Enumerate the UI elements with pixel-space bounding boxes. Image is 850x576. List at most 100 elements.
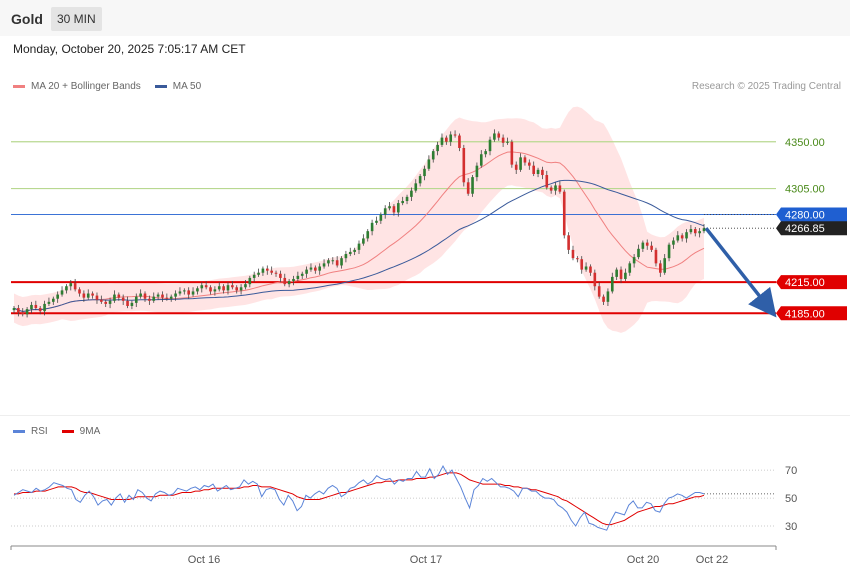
candle — [510, 139, 514, 168]
candle-body — [318, 266, 322, 271]
candle-body — [667, 244, 671, 259]
candle-body — [567, 235, 570, 250]
candle-body — [357, 243, 361, 250]
level-tag-4215.00: 4215.00 — [776, 275, 847, 290]
level-tag-4280.00: 4280.00 — [776, 207, 847, 222]
candle — [156, 292, 160, 300]
candle-body — [541, 169, 544, 176]
candle — [322, 259, 326, 269]
candle-body — [418, 176, 422, 184]
candle — [104, 299, 108, 308]
legend-rsi: RSI — [31, 426, 48, 437]
candle — [519, 153, 522, 172]
candle-body — [597, 286, 601, 297]
candle — [17, 304, 20, 317]
candle — [466, 178, 470, 196]
level-tag-4266.85: 4266.85 — [776, 221, 847, 236]
candle — [165, 293, 169, 301]
candle-body — [497, 133, 501, 138]
candle-body — [86, 293, 90, 298]
candle-body — [445, 137, 448, 142]
candle-body — [523, 157, 527, 163]
candle — [593, 269, 597, 291]
candle-body — [632, 257, 636, 264]
candle — [471, 175, 474, 197]
candle-body — [314, 267, 317, 271]
candle — [265, 265, 269, 275]
candle — [270, 266, 273, 275]
candle-body — [637, 248, 640, 258]
candle-body — [296, 275, 300, 279]
bollinger-band-area — [14, 106, 704, 333]
candle — [663, 254, 667, 275]
candle-body — [265, 268, 269, 271]
candle-body — [56, 294, 59, 299]
instrument-title: Gold — [11, 11, 43, 27]
candle — [423, 165, 426, 181]
candle — [702, 224, 706, 234]
candle — [449, 131, 453, 146]
candle — [148, 295, 151, 305]
candle-body — [156, 294, 160, 297]
candle-body — [274, 272, 278, 274]
candle-body — [484, 151, 487, 155]
candle-body — [82, 293, 86, 298]
candle — [47, 297, 51, 306]
candle-body — [335, 260, 339, 266]
candle — [196, 286, 199, 295]
candle — [38, 305, 42, 315]
candle — [693, 226, 697, 237]
candle-body — [209, 287, 212, 292]
candle-body — [689, 229, 693, 233]
candle-body — [558, 185, 562, 192]
rsi-tick-30: 30 — [785, 521, 797, 533]
timeframe-button[interactable]: 30 MIN — [51, 7, 102, 31]
candle — [637, 244, 640, 260]
level-tag-text: 4266.85 — [785, 223, 825, 235]
candle — [514, 161, 518, 174]
candle-body — [532, 165, 535, 174]
level-tag-bg — [776, 207, 847, 222]
candle-body — [239, 287, 243, 291]
candle — [248, 275, 252, 288]
candle — [169, 294, 173, 302]
candle-body — [148, 298, 151, 301]
candle-body — [178, 291, 182, 294]
candle — [21, 308, 25, 317]
legend-ma-bb: MA 20 + Bollinger Bands — [31, 81, 141, 92]
candle-body — [366, 231, 370, 239]
candle — [401, 196, 404, 206]
candle-body — [257, 272, 260, 275]
candle — [362, 234, 365, 246]
candle — [584, 262, 588, 272]
level-tag-text: 4280.00 — [785, 210, 825, 222]
candle — [453, 130, 457, 138]
ma50-line — [13, 179, 705, 313]
candle — [576, 256, 579, 263]
candle — [479, 150, 483, 168]
candle — [388, 202, 391, 211]
candle — [78, 287, 81, 297]
candle — [134, 293, 138, 308]
candle-body — [698, 231, 701, 234]
candle — [314, 265, 317, 274]
top-bar: Gold 30 MIN — [0, 0, 850, 36]
candle — [418, 173, 422, 187]
candle — [204, 281, 208, 290]
candle-body — [38, 308, 42, 312]
candle-body — [100, 299, 103, 302]
candle — [95, 292, 99, 304]
candle — [506, 137, 509, 145]
candle — [309, 263, 313, 272]
candle-body — [12, 308, 16, 311]
candle-body — [204, 285, 208, 288]
candle-body — [331, 260, 335, 262]
candle — [30, 301, 33, 314]
candle-body — [43, 303, 46, 312]
candle — [222, 284, 225, 294]
candle — [410, 187, 413, 202]
candle-body — [152, 296, 156, 301]
candle-body — [466, 182, 470, 194]
candle-body — [414, 183, 418, 191]
